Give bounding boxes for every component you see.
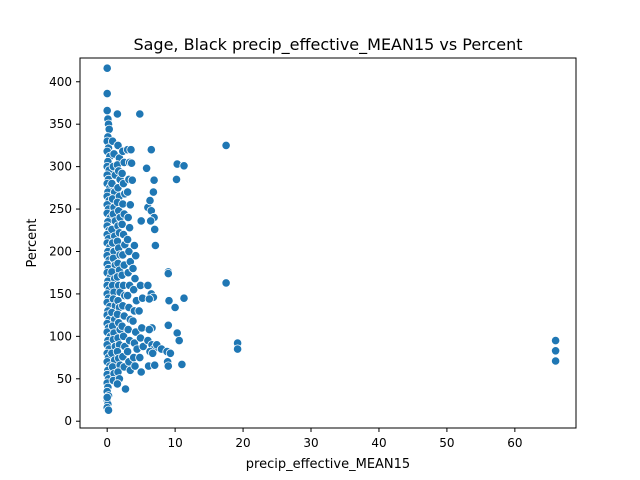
data-point [170,302,180,313]
data-point [130,361,140,371]
data-point [150,360,160,370]
data-point [137,323,147,333]
data-point [221,140,231,150]
y-tick-label: 350 [49,117,72,131]
data-point [179,293,189,303]
data-point [136,367,146,377]
data-point [143,280,153,290]
axis-ticks: 0 10 20 30 40 50 60 0 50 100 150 200 250 300 350 400 [49,75,522,450]
data-point [138,341,148,352]
data-point [136,216,146,226]
data-point [233,344,243,354]
data-point [123,187,133,197]
data-point [127,175,137,185]
data-point [149,175,159,185]
x-tick-label: 40 [371,436,386,450]
data-point [130,273,140,284]
y-tick-label: 100 [49,329,72,343]
data-point [118,199,128,209]
data-point [145,196,155,206]
data-point [165,348,175,358]
x-tick-label: 50 [439,436,454,450]
data-point [113,140,123,150]
data-point [142,163,152,173]
data-point [144,324,154,335]
chart-title: Sage, Black precip_effective_MEAN15 vs P… [133,35,522,55]
data-point [172,328,182,338]
data-point [135,352,145,363]
data-point [135,109,145,119]
data-point [102,392,112,402]
data-point [129,285,139,295]
data-point [120,384,131,394]
data-point [112,379,123,389]
data-point [131,251,141,261]
data-point [126,145,136,155]
y-tick-label: 0 [64,414,72,428]
data-point [102,106,112,116]
data-point [148,348,158,358]
data-point [150,240,160,251]
x-tick-label: 0 [103,436,111,450]
y-tick-label: 400 [49,75,72,89]
x-tick-label: 30 [303,436,318,450]
data-point [117,219,127,229]
x-tick-label: 60 [507,436,522,450]
data-point [103,405,114,415]
y-tick-label: 300 [49,160,72,174]
data-point [550,346,561,356]
data-point [221,278,231,288]
data-point [123,290,133,301]
y-tick-label: 50 [57,372,72,386]
data-point [129,240,139,251]
data-point [124,246,134,257]
x-axis-label: precip_effective_MEAN15 [246,457,410,472]
x-tick-label: 20 [235,436,250,450]
y-tick-label: 200 [49,244,72,258]
data-point [163,361,173,371]
data-point [144,294,154,304]
data-point [163,320,173,330]
data-point [123,235,133,245]
data-point [123,212,133,223]
data-point [550,356,561,366]
data-point [117,168,127,178]
data-points [102,63,561,415]
y-axis-label: Percent [25,219,40,268]
y-tick-label: 150 [49,287,72,301]
data-point [102,63,112,73]
data-point [123,346,133,357]
x-tick-label: 10 [167,436,182,450]
data-point [128,316,138,326]
data-point [112,109,123,119]
data-point [146,145,156,155]
plot-frame [79,57,577,429]
data-point [125,223,135,233]
data-point [171,174,182,184]
data-point [177,359,187,369]
data-point [146,216,156,226]
data-point [125,200,135,210]
data-point [174,335,184,346]
data-point [164,296,174,306]
data-point [179,161,189,171]
data-point [150,224,160,234]
data-point [148,187,158,197]
data-point [127,158,137,168]
data-point [128,263,138,274]
data-point [104,124,114,134]
data-point [550,335,561,346]
data-point [163,268,173,279]
data-point [134,306,144,316]
y-tick-label: 250 [49,202,72,216]
data-point [102,89,112,99]
